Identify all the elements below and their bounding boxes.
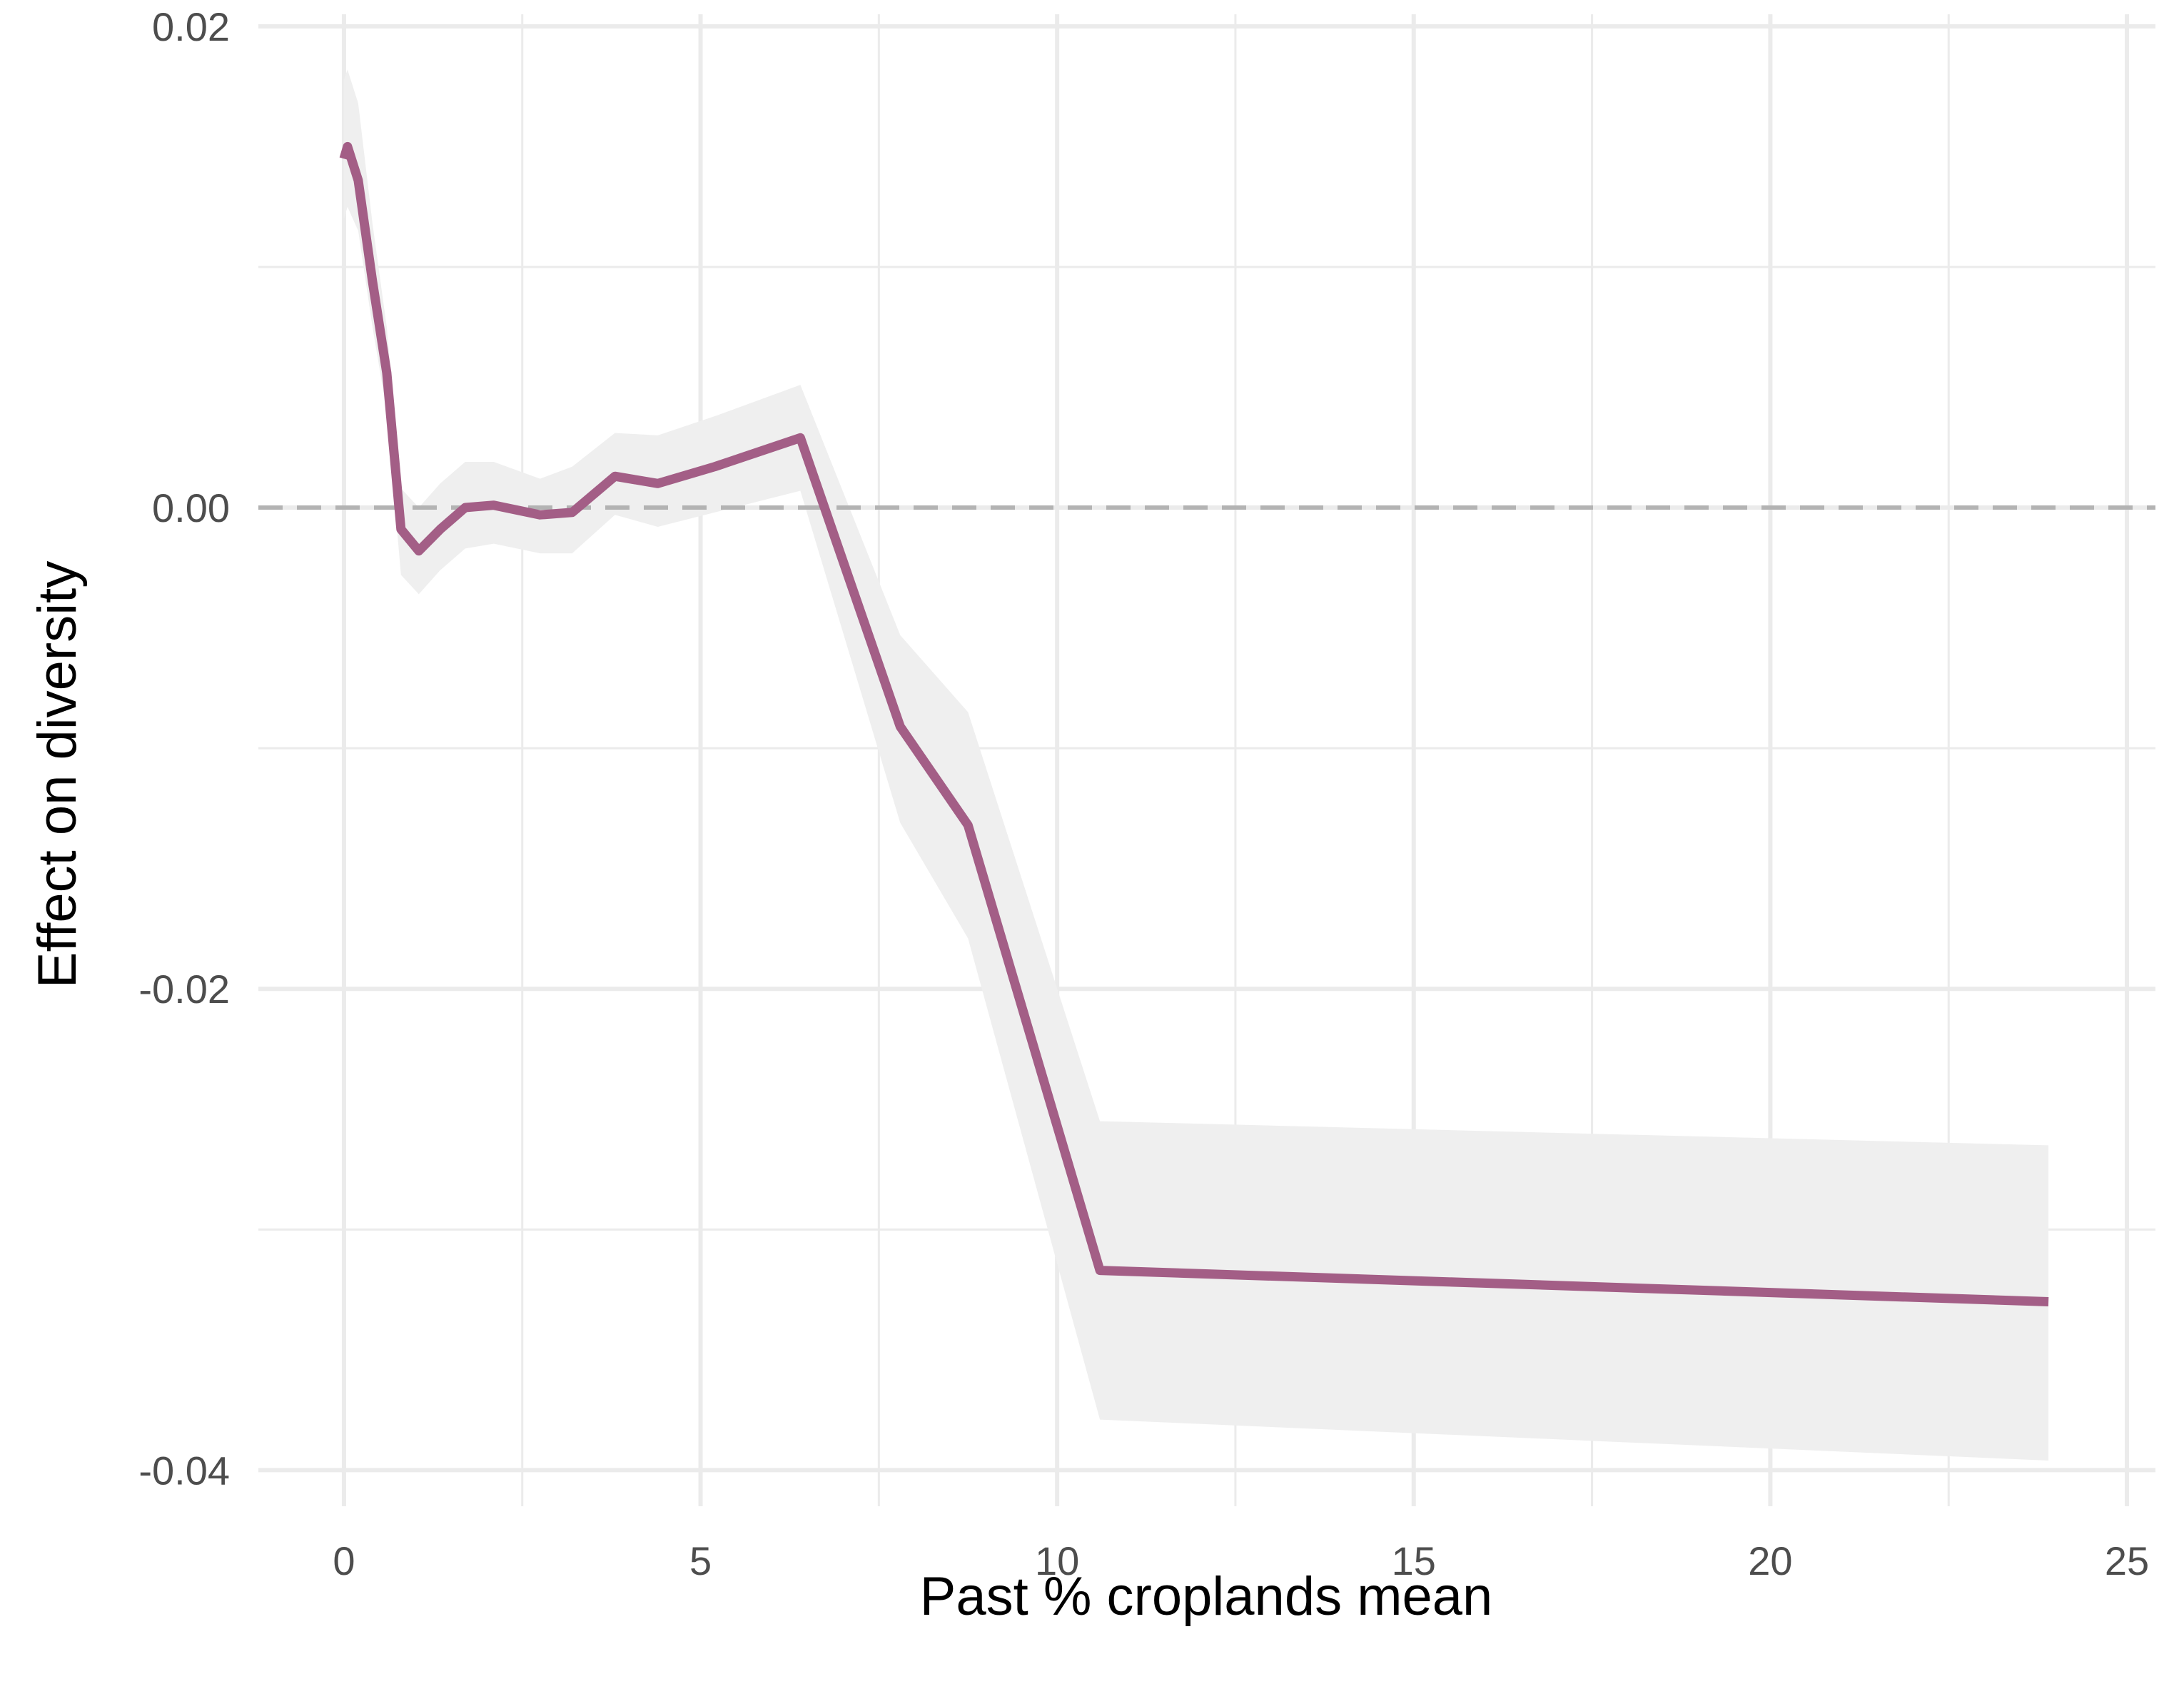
y-tick-labels: 0.02 0.00 -0.02 -0.04	[138, 4, 230, 1493]
x-tick-label: 10	[1035, 1538, 1079, 1583]
x-tick-label: 15	[1392, 1538, 1436, 1583]
series-line	[339, 141, 2049, 1306]
y-tick-label: 0.00	[152, 485, 230, 530]
x-tick-label: 25	[2105, 1538, 2149, 1583]
x-tick-label: 5	[689, 1538, 712, 1583]
x-axis-title: Past % croplands mean	[920, 1566, 1493, 1627]
confidence-band	[343, 69, 2049, 1461]
x-tick-labels: 0 5 10 15 20 25	[333, 1538, 2149, 1583]
x-tick-label: 20	[1748, 1538, 1792, 1583]
y-tick-label: -0.04	[138, 1448, 230, 1493]
y-tick-label: -0.02	[138, 967, 230, 1012]
confidence-bands	[343, 69, 2049, 1461]
minor-gridlines	[258, 14, 2155, 1506]
x-tick-label: 0	[333, 1538, 355, 1583]
y-axis-title: Effect on diversity	[27, 561, 88, 988]
series-lines	[339, 141, 2049, 1306]
y-tick-label: 0.02	[152, 4, 230, 49]
